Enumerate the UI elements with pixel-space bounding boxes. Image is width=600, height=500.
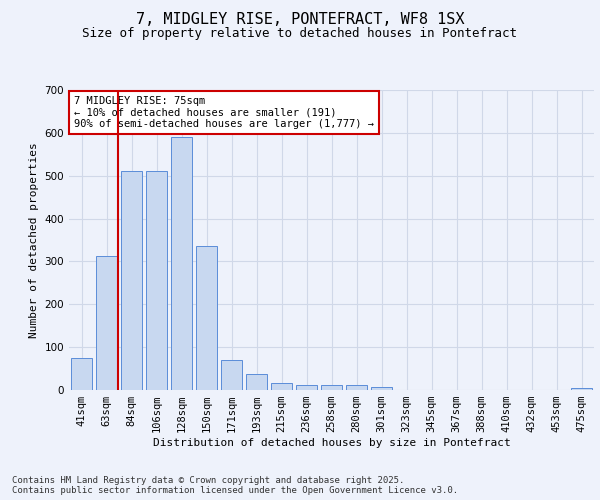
Text: 7, MIDGLEY RISE, PONTEFRACT, WF8 1SX: 7, MIDGLEY RISE, PONTEFRACT, WF8 1SX — [136, 12, 464, 28]
Bar — [246, 374, 267, 390]
Bar — [371, 387, 392, 390]
Text: Contains HM Land Registry data © Crown copyright and database right 2025.
Contai: Contains HM Land Registry data © Crown c… — [12, 476, 458, 495]
Bar — [121, 170, 142, 390]
Bar — [571, 388, 592, 390]
Y-axis label: Number of detached properties: Number of detached properties — [29, 142, 39, 338]
Bar — [296, 385, 317, 390]
Bar — [171, 137, 192, 390]
Bar — [71, 358, 92, 390]
Bar — [346, 385, 367, 390]
Bar — [271, 382, 292, 390]
Bar — [196, 246, 217, 390]
Bar — [146, 170, 167, 390]
Bar — [221, 360, 242, 390]
Bar — [96, 256, 117, 390]
Bar — [321, 385, 342, 390]
Text: Size of property relative to detached houses in Pontefract: Size of property relative to detached ho… — [83, 28, 517, 40]
X-axis label: Distribution of detached houses by size in Pontefract: Distribution of detached houses by size … — [152, 438, 511, 448]
Text: 7 MIDGLEY RISE: 75sqm
← 10% of detached houses are smaller (191)
90% of semi-det: 7 MIDGLEY RISE: 75sqm ← 10% of detached … — [74, 96, 374, 129]
